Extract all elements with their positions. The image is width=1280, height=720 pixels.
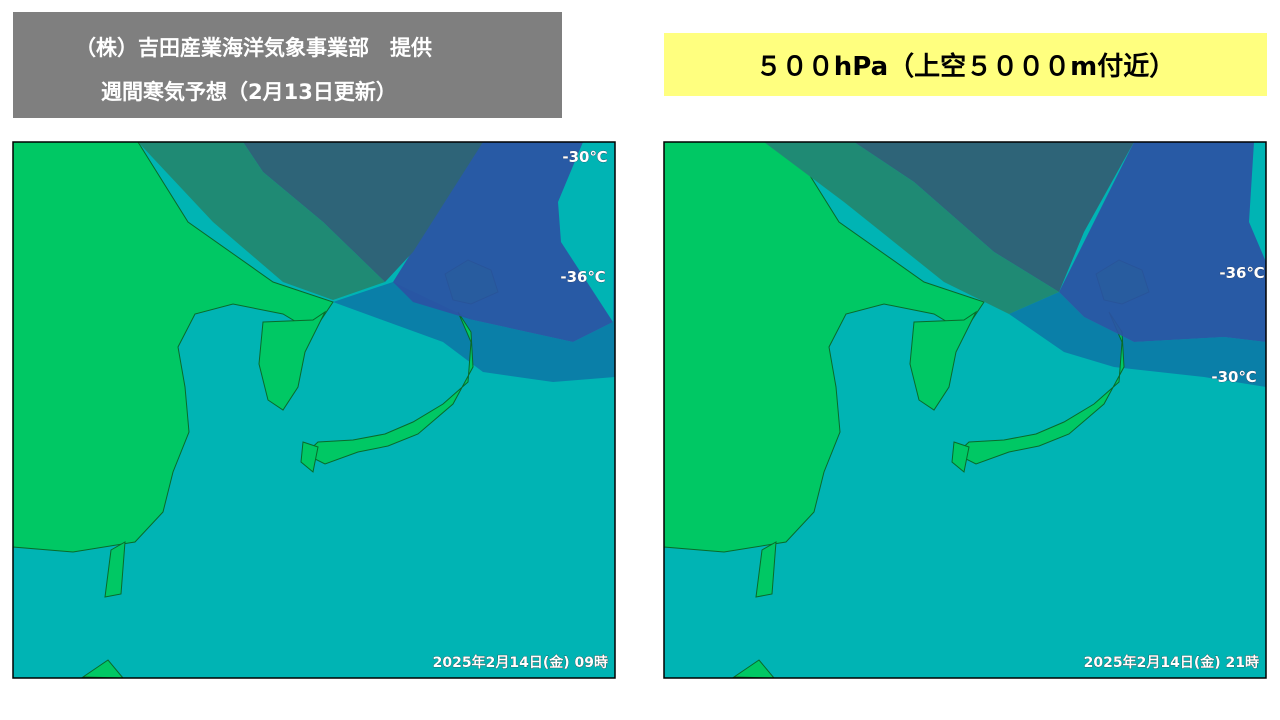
cold-area-overlap xyxy=(764,142,1059,314)
land xyxy=(300,441,319,473)
land xyxy=(909,310,978,411)
timestamp: 2025年2月14日(金) 09時 xyxy=(433,654,608,671)
cold-area-mid xyxy=(1009,292,1266,387)
cold-area-dark xyxy=(243,142,483,282)
contour-label: -36℃ xyxy=(1219,264,1264,282)
land xyxy=(104,541,126,598)
cold-area-mid xyxy=(333,142,615,382)
land xyxy=(951,441,970,473)
land xyxy=(258,310,327,411)
map-panel: -30℃ -36℃ 2025年2月14日(金) 09時 xyxy=(12,141,616,679)
header: （株）吉田産業海洋気象事業部 提供 週間寒気予想（2月13日更新） xyxy=(13,12,562,118)
contour-label: -36℃ xyxy=(560,268,605,286)
land xyxy=(755,541,777,598)
provider: （株）吉田産業海洋気象事業部 提供 xyxy=(75,36,432,60)
contour-label: -30℃ xyxy=(562,148,607,166)
frame xyxy=(663,141,1267,679)
map-panel: -36℃ -30℃ 2025年2月14日(金) 21時 xyxy=(663,141,1267,679)
cold-area-overlap xyxy=(138,142,385,300)
cold-area-deep xyxy=(393,142,613,342)
cold-area-dark xyxy=(854,142,1134,292)
contour-label: -30℃ xyxy=(1211,368,1256,386)
timestamp: 2025年2月14日(金) 21時 xyxy=(1084,654,1259,671)
subtitle: 週間寒気予想（2月13日更新） xyxy=(101,80,397,104)
level-banner: ５００hPa（上空５０００m付近） xyxy=(664,33,1267,96)
cold-area-deep xyxy=(1059,142,1266,342)
frame xyxy=(12,141,616,679)
